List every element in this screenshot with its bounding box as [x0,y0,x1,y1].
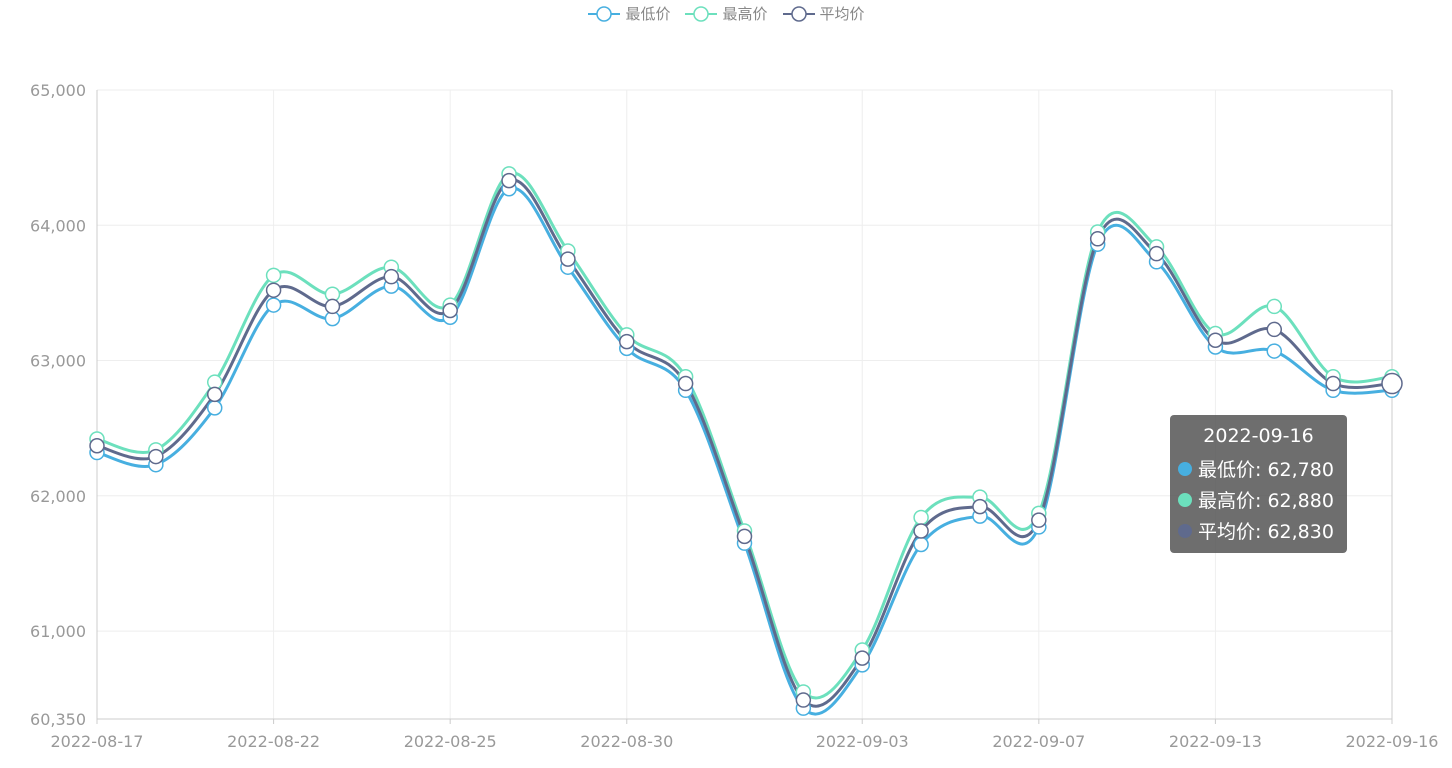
tooltip-min-dot-icon [1178,461,1192,476]
point-avg [736,528,753,545]
point-avg [1031,512,1047,528]
x-tick-label: 2022-09-03 [816,732,909,751]
point-avg [1148,245,1165,262]
x-tick-label: 2022-09-13 [1169,732,1262,751]
series-points [89,166,1403,716]
x-tick-labels: 2022-08-17 2022-08-22 2022-08-25 2022-08-30… [51,732,1439,751]
tooltip-max-dot-icon [1178,492,1192,507]
point-min [265,297,282,313]
point-avg [560,251,576,267]
point-avg [677,375,694,392]
point-max [913,509,929,526]
legend-label-min: 最低价 [625,5,671,23]
y-tick-label: 65,000 [30,81,86,100]
tooltip-title: 2022-09-16 [1203,425,1314,447]
point-avg [148,448,164,465]
point-avg [1325,375,1341,392]
x-tick-label: 2022-08-22 [227,732,320,751]
legend-item-avg[interactable]: 平均价 [782,3,865,24]
x-tick-label: 2022-08-30 [580,732,673,751]
x-tick-label: 2022-09-16 [1346,732,1439,751]
legend-avg-icon [782,5,815,22]
point-avg [89,438,105,454]
axes [96,90,1393,724]
point-min [206,400,223,416]
tooltip-max-label: 最高价: 62,880 [1198,490,1334,512]
tooltip-row-avg: 平均价: 62,830 [1178,515,1339,546]
y-tick-label: 61,000 [30,622,86,641]
grid-lines [97,89,1392,719]
point-avg [501,172,517,189]
point-avg [383,268,400,285]
point-avg [206,386,223,403]
tooltip-avg-dot-icon [1178,523,1192,538]
point-max [265,267,282,284]
x-tick-label: 2022-08-17 [51,732,144,751]
tooltip-row-min: 最低价: 62,780 [1178,453,1339,484]
point-avg [913,523,929,539]
point-max [1266,298,1283,315]
y-tick-label: 64,000 [30,216,86,235]
legend-min-icon [588,5,621,22]
y-tick-labels: 60,350 61,000 62,000 63,000 64,000 65,000 [30,81,86,729]
point-avg [1266,321,1283,338]
legend-item-max[interactable]: 最高价 [684,3,768,24]
legend-label-avg: 平均价 [819,5,865,23]
x-tick-label: 2022-08-25 [404,732,497,751]
y-tick-label: 60,350 [30,710,86,729]
point-avg [854,650,870,666]
point-avg [1089,231,1106,247]
tooltip-min-label: 最低价: 62,780 [1198,459,1334,481]
tooltip-avg-label: 平均价: 62,830 [1198,521,1334,543]
point-avg [1207,332,1224,348]
point-avg [442,302,458,319]
tooltip-row-max: 最高价: 62,880 [1178,484,1339,515]
point-avg [619,333,635,350]
legend: 最低价 最高价 平均价 [0,3,1452,24]
point-min [1266,343,1283,359]
legend-max-icon [685,5,718,22]
point-min [913,536,929,553]
y-tick-label: 62,000 [30,487,86,506]
y-tick-label: 63,000 [30,352,86,371]
x-tick-label: 2022-09-07 [992,732,1085,751]
point-avg [265,282,282,298]
tooltip: 2022-09-16 最低价: 62,780 最高价: 62,880 平均价: … [1170,415,1347,553]
point-avg [795,692,812,708]
legend-label-max: 最高价 [722,5,768,23]
point-avg [972,498,988,515]
point-avg [1381,372,1403,395]
legend-item-min[interactable]: 最低价 [587,3,670,24]
point-avg [324,298,341,315]
